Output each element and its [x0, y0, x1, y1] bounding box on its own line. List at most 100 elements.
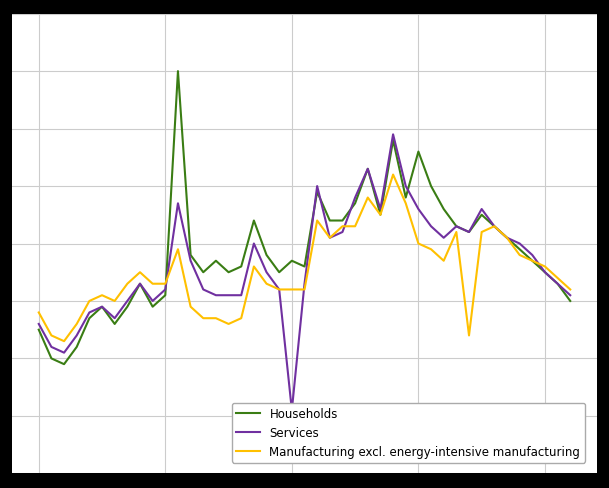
Manufacturing excl. energy-intensive manufacturing — [452, 229, 460, 235]
Manufacturing excl. energy-intensive manufacturing — [161, 281, 169, 287]
Households — [440, 206, 448, 212]
Manufacturing excl. energy-intensive manufacturing — [86, 298, 93, 305]
Households — [275, 270, 283, 276]
Households — [174, 69, 181, 75]
Households — [428, 183, 435, 189]
Households — [238, 264, 245, 270]
Services — [161, 287, 169, 293]
Manufacturing excl. energy-intensive manufacturing — [263, 281, 270, 287]
Services — [111, 316, 118, 322]
Households — [124, 304, 131, 310]
Services — [440, 235, 448, 241]
Services — [415, 206, 422, 212]
Manufacturing excl. energy-intensive manufacturing — [187, 304, 194, 310]
Services — [35, 321, 43, 327]
Services — [86, 310, 93, 316]
Households — [250, 218, 258, 224]
Services — [60, 350, 68, 356]
Households — [161, 293, 169, 299]
Services — [238, 293, 245, 299]
Manufacturing excl. energy-intensive manufacturing — [149, 281, 157, 287]
Manufacturing excl. energy-intensive manufacturing — [275, 287, 283, 293]
Manufacturing excl. energy-intensive manufacturing — [326, 235, 334, 241]
Households — [263, 253, 270, 259]
Services — [503, 235, 510, 241]
Households — [35, 327, 43, 333]
Services — [225, 293, 232, 299]
Manufacturing excl. energy-intensive manufacturing — [478, 229, 485, 235]
Manufacturing excl. energy-intensive manufacturing — [516, 253, 523, 259]
Households — [60, 362, 68, 367]
Services — [452, 224, 460, 230]
Households — [288, 258, 295, 264]
Households — [301, 264, 308, 270]
Services — [200, 287, 207, 293]
Manufacturing excl. energy-intensive manufacturing — [288, 287, 295, 293]
Households — [351, 201, 359, 207]
Services — [364, 166, 371, 172]
Line: Households: Households — [39, 72, 570, 365]
Manufacturing excl. energy-intensive manufacturing — [566, 287, 574, 293]
Manufacturing excl. energy-intensive manufacturing — [465, 333, 473, 339]
Households — [452, 224, 460, 230]
Manufacturing excl. energy-intensive manufacturing — [339, 224, 346, 230]
Manufacturing excl. energy-intensive manufacturing — [111, 298, 118, 305]
Manufacturing excl. energy-intensive manufacturing — [440, 258, 448, 264]
Households — [225, 270, 232, 276]
Services — [136, 281, 144, 287]
Households — [99, 304, 106, 310]
Manufacturing excl. energy-intensive manufacturing — [301, 287, 308, 293]
Households — [554, 281, 561, 287]
Services — [491, 224, 498, 230]
Manufacturing excl. energy-intensive manufacturing — [541, 264, 549, 270]
Households — [48, 356, 55, 362]
Services — [541, 270, 549, 276]
Services — [566, 293, 574, 299]
Services — [326, 235, 334, 241]
Manufacturing excl. energy-intensive manufacturing — [99, 293, 106, 299]
Manufacturing excl. energy-intensive manufacturing — [73, 321, 80, 327]
Manufacturing excl. energy-intensive manufacturing — [314, 218, 321, 224]
Households — [465, 229, 473, 235]
Manufacturing excl. energy-intensive manufacturing — [415, 241, 422, 247]
Line: Services: Services — [39, 135, 570, 410]
Services — [213, 293, 220, 299]
Manufacturing excl. energy-intensive manufacturing — [364, 195, 371, 201]
Households — [136, 281, 144, 287]
Services — [554, 281, 561, 287]
Households — [415, 149, 422, 155]
Manufacturing excl. energy-intensive manufacturing — [529, 258, 536, 264]
Households — [503, 235, 510, 241]
Households — [566, 298, 574, 305]
Manufacturing excl. energy-intensive manufacturing — [503, 235, 510, 241]
Households — [516, 247, 523, 253]
Households — [389, 138, 396, 143]
Services — [301, 281, 308, 287]
Manufacturing excl. energy-intensive manufacturing — [48, 333, 55, 339]
Manufacturing excl. energy-intensive manufacturing — [213, 316, 220, 322]
Manufacturing excl. energy-intensive manufacturing — [389, 172, 396, 178]
Households — [73, 345, 80, 350]
Manufacturing excl. energy-intensive manufacturing — [124, 281, 131, 287]
Manufacturing excl. energy-intensive manufacturing — [554, 275, 561, 281]
Services — [351, 195, 359, 201]
Manufacturing excl. energy-intensive manufacturing — [174, 247, 181, 253]
Manufacturing excl. energy-intensive manufacturing — [491, 224, 498, 230]
Services — [149, 298, 157, 305]
Households — [491, 224, 498, 230]
Households — [200, 270, 207, 276]
Manufacturing excl. energy-intensive manufacturing — [35, 310, 43, 316]
Households — [541, 270, 549, 276]
Services — [516, 241, 523, 247]
Households — [326, 218, 334, 224]
Manufacturing excl. energy-intensive manufacturing — [60, 339, 68, 345]
Services — [48, 345, 55, 350]
Services — [377, 206, 384, 212]
Services — [314, 183, 321, 189]
Services — [99, 304, 106, 310]
Households — [377, 212, 384, 218]
Services — [465, 229, 473, 235]
Line: Manufacturing excl. energy-intensive manufacturing: Manufacturing excl. energy-intensive man… — [39, 175, 570, 342]
Services — [124, 298, 131, 305]
Services — [174, 201, 181, 207]
